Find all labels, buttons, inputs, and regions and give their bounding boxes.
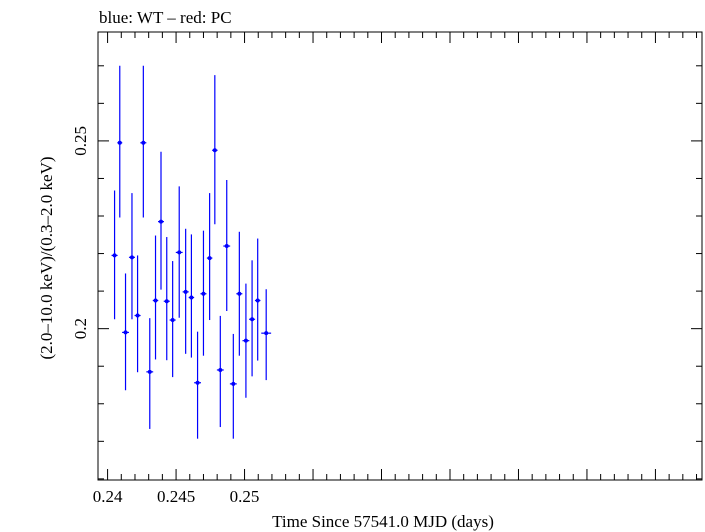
data-point — [128, 193, 135, 320]
data-point — [194, 331, 201, 439]
y-tick-label: 0.2 — [71, 318, 90, 339]
data-point — [117, 65, 123, 218]
x-axis-label: Time Since 57541.0 MJD (days) — [272, 512, 494, 531]
y-axis-label: (2.0–10.0 keV)/(0.3–2.0 keV) — [37, 156, 56, 359]
data-point — [134, 255, 141, 373]
point-marker — [255, 298, 260, 303]
point-marker — [243, 338, 248, 343]
point-marker — [164, 299, 169, 304]
point-marker — [224, 244, 229, 249]
data-point — [140, 65, 147, 218]
data-point — [254, 238, 261, 361]
point-marker — [177, 250, 182, 255]
data-point — [206, 193, 213, 321]
x-tick-label: 0.25 — [230, 487, 260, 506]
data-point — [212, 75, 218, 225]
point-marker — [117, 140, 122, 145]
data-point — [261, 289, 272, 381]
data-point — [200, 230, 207, 356]
point-marker — [153, 298, 158, 303]
data-point — [188, 234, 195, 358]
point-marker — [212, 148, 217, 153]
point-marker — [112, 253, 117, 258]
data-point — [163, 237, 170, 361]
y-tick-labels: 0.2 0.25 — [71, 126, 90, 339]
data-points — [111, 65, 272, 439]
chart-title: blue: WT – red: PC — [99, 8, 232, 27]
data-point — [216, 315, 224, 428]
x-tick-labels: 0.24 0.245 0.25 — [93, 487, 260, 506]
point-marker — [250, 317, 255, 322]
point-marker — [183, 289, 188, 294]
y-tick-label: 0.25 — [71, 126, 90, 156]
point-marker — [201, 291, 206, 296]
data-point — [175, 186, 183, 318]
data-point — [152, 235, 159, 360]
data-point — [229, 333, 237, 439]
point-marker — [231, 381, 236, 386]
data-point — [122, 273, 129, 391]
point-marker — [237, 291, 242, 296]
data-point — [146, 318, 154, 429]
point-marker — [170, 318, 175, 323]
point-marker — [218, 367, 223, 372]
point-marker — [129, 255, 134, 260]
plot-frame — [97, 31, 703, 481]
data-point — [111, 190, 118, 320]
point-marker — [135, 313, 140, 318]
data-point — [169, 261, 176, 378]
point-marker — [123, 330, 128, 335]
point-marker — [141, 140, 146, 145]
x-tick-label: 0.24 — [93, 487, 123, 506]
data-point — [249, 260, 256, 377]
data-point — [223, 179, 231, 312]
data-point — [242, 283, 250, 398]
point-marker — [189, 295, 194, 300]
point-marker — [147, 369, 152, 374]
x-tick-label: 0.245 — [157, 487, 195, 506]
data-point — [182, 228, 189, 354]
point-marker — [264, 331, 269, 336]
point-marker — [195, 380, 200, 385]
axis-ticks — [98, 32, 702, 480]
point-marker — [159, 219, 164, 224]
point-marker — [207, 256, 212, 261]
data-point — [157, 151, 165, 290]
data-point — [236, 231, 243, 356]
